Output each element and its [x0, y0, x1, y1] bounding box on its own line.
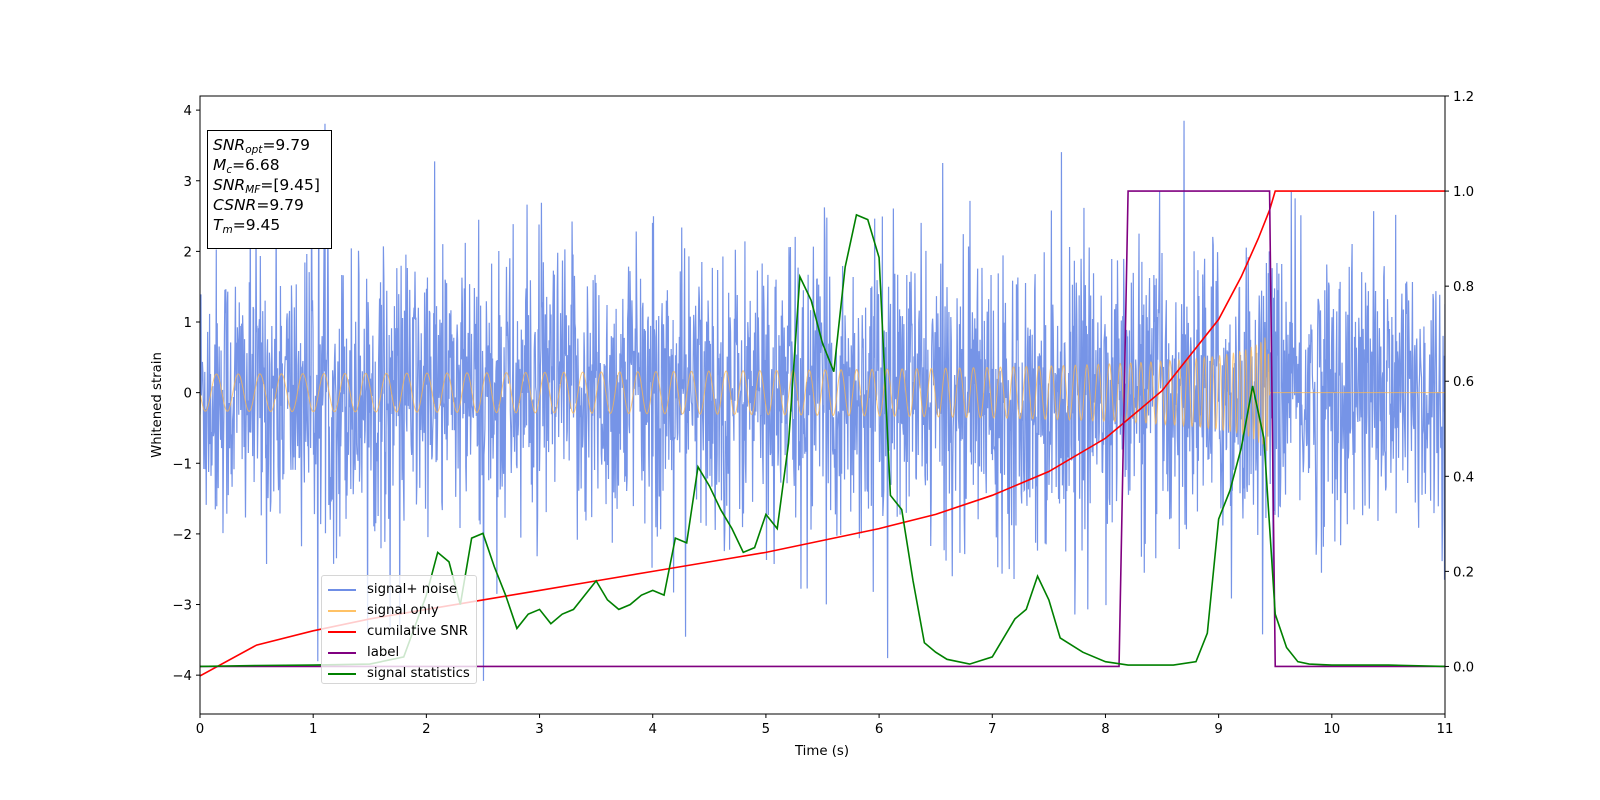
label-line — [200, 190, 1445, 668]
y-left-tick-label: −4 — [172, 669, 192, 684]
annotation-tm: Tm=9.45 — [213, 216, 281, 236]
x-axis-label: Time (s) — [794, 744, 849, 759]
x-tick-label: 7 — [988, 722, 996, 737]
y-left-tick-label: 0 — [184, 387, 192, 402]
x-tick-label: 6 — [875, 722, 883, 737]
series-signal-only — [200, 337, 1445, 451]
y-right-tick-label: 0.4 — [1453, 470, 1474, 485]
y-left-tick-label: 2 — [184, 245, 192, 260]
signal-statistics-line — [200, 213, 1445, 668]
legend-item-signal-statistics: signal statistics — [328, 663, 476, 684]
legend-item-signal-only: signal only — [328, 600, 476, 621]
y-left-tick-label: 3 — [184, 175, 192, 190]
annotation-snr-opt: SNRopt=9.79 — [213, 136, 310, 156]
y-right-tick-label: 1.2 — [1453, 90, 1474, 105]
legend-item-label: label — [328, 642, 476, 663]
x-tick-label: 5 — [762, 722, 770, 737]
x-tick-label: 0 — [196, 722, 204, 737]
legend-item-signal-noise: signal+ noise — [328, 579, 476, 600]
y-left-tick-label: −3 — [172, 599, 192, 614]
x-axis-ticks: 0 1 2 3 4 5 6 7 8 9 10 11 — [196, 714, 1454, 737]
x-tick-label: 11 — [1437, 722, 1454, 737]
y-right-tick-label: 0.2 — [1453, 565, 1474, 580]
annotation-box: SNRopt=9.79 Mc=6.68 SNRMF=[9.45] CSNR=9.… — [207, 130, 332, 249]
y-left-tick-label: −2 — [172, 528, 192, 543]
y-left-tick-label: −1 — [172, 457, 192, 472]
x-tick-label: 8 — [1101, 722, 1109, 737]
plot-frame — [199, 95, 1446, 715]
x-tick-label: 1 — [309, 722, 317, 737]
x-tick-label: 9 — [1214, 722, 1222, 737]
y-left-tick-label: 4 — [184, 104, 192, 119]
x-tick-label: 3 — [535, 722, 543, 737]
annotation-mc: Mc=6.68 — [213, 156, 280, 176]
x-tick-label: 2 — [422, 722, 430, 737]
y-right-tick-label: 1.0 — [1453, 185, 1474, 200]
legend: signal+ noise signal only cumilative SNR… — [321, 575, 477, 684]
y-right-tick-label: 0.8 — [1453, 280, 1474, 295]
y-left-tick-label: 1 — [184, 316, 192, 331]
y-axis-label: Whitened strain — [150, 352, 165, 458]
x-tick-label: 4 — [648, 722, 656, 737]
y-right-tick-label: 0.0 — [1453, 660, 1474, 675]
y-left-axis-ticks: −4 −3 −2 −1 0 1 2 3 4 — [172, 104, 200, 684]
y-right-axis-ticks: 0.0 0.2 0.4 0.6 0.8 1.0 1.2 — [1445, 90, 1474, 675]
signal-only-line — [200, 337, 1445, 451]
annotation-csnr: CSNR=9.79 — [213, 196, 304, 214]
legend-item-cumulative-snr: cumilative SNR — [328, 621, 476, 642]
y-right-tick-label: 0.6 — [1453, 375, 1474, 390]
annotation-snr-mf: SNRMF=[9.45] — [213, 176, 320, 196]
x-tick-label: 10 — [1323, 722, 1340, 737]
